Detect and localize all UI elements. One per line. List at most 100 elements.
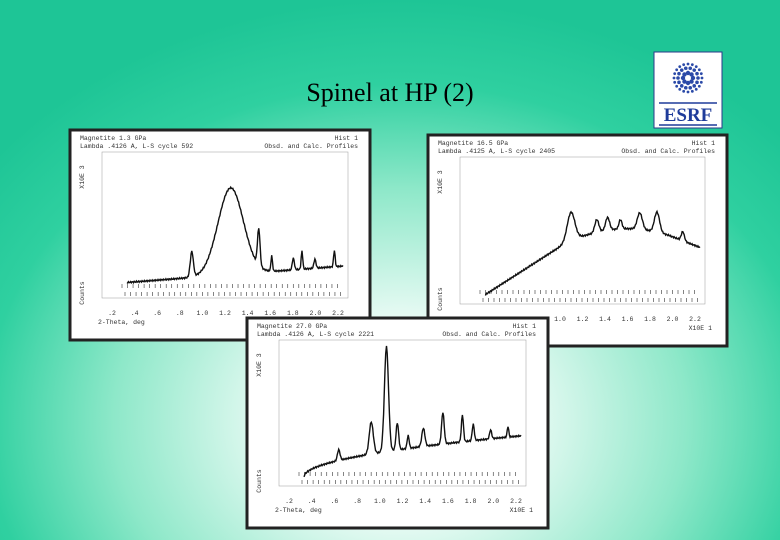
logo-dot <box>683 85 688 90</box>
x-tick-label: 1.0 <box>374 498 386 505</box>
logo-dot <box>700 76 704 80</box>
y-label: Counts <box>256 469 263 493</box>
x-tick-label: 1.6 <box>442 498 454 505</box>
x-tick-label: 1.2 <box>219 310 231 317</box>
x-scale: X10E 1 <box>689 325 713 332</box>
logo-dot <box>692 84 697 88</box>
lambda-text: Lambda .4126 A, L-S cycle 2221 <box>257 331 374 338</box>
x-tick-label: 2.2 <box>689 316 701 323</box>
x-tick-label: .4 <box>131 310 139 317</box>
logo-dot <box>672 76 676 80</box>
logo-dot <box>673 80 677 84</box>
x-tick-label: .6 <box>330 498 338 505</box>
y-scale: X10E 3 <box>79 165 86 189</box>
logo-dot <box>677 71 681 76</box>
logo-dot <box>682 72 687 77</box>
x-tick-label: 1.2 <box>577 316 589 323</box>
profile-curve <box>484 209 701 296</box>
caption-text: Obsd. and Calc. Profiles <box>264 143 358 150</box>
logo-dot <box>697 68 701 72</box>
x-tick-label: .2 <box>285 498 293 505</box>
logo-dot <box>695 80 699 85</box>
plot-frame <box>459 156 706 305</box>
logo-dot <box>673 72 677 76</box>
logo-dot <box>680 75 686 81</box>
x-tick-label: .6 <box>153 310 161 317</box>
logo-dot <box>683 66 688 71</box>
caption-text: Obsd. and Calc. Profiles <box>442 331 536 338</box>
x-tick-label: 1.0 <box>197 310 209 317</box>
x-tick-label: 1.2 <box>397 498 409 505</box>
x-tick-label: 1.0 <box>554 316 566 323</box>
x-label: 2-Theta, deg <box>275 507 322 514</box>
plot-frame <box>278 339 527 487</box>
logo: ESRF <box>653 51 723 129</box>
logo-dot <box>677 80 681 85</box>
logo-dot <box>699 80 703 84</box>
x-tick-label: 1.8 <box>465 498 477 505</box>
logo-dot <box>690 63 694 67</box>
x-tick-label: 2.0 <box>487 498 499 505</box>
x-label: 2-Theta, deg <box>98 319 145 326</box>
logo-dot <box>686 90 690 94</box>
x-tick-label: .4 <box>308 498 316 505</box>
x-tick-label: 1.4 <box>599 316 611 323</box>
x-tick-label: 2.0 <box>310 310 322 317</box>
logo-dot <box>694 87 698 91</box>
x-tick-label: 2.2 <box>332 310 344 317</box>
sample-text: Magnetite 27.0 GPa <box>257 323 327 330</box>
logo-dot <box>690 89 694 93</box>
profile-curve <box>303 345 522 478</box>
x-tick-label: .2 <box>108 310 116 317</box>
logo-dot <box>678 87 682 91</box>
y-scale: X10E 3 <box>437 170 444 194</box>
lambda-text: Lambda .4125 A, L-S cycle 2405 <box>438 148 555 155</box>
profile-curve <box>126 185 344 285</box>
y-label: Counts <box>79 281 86 305</box>
logo-dot <box>699 72 703 76</box>
logo-dot <box>689 72 694 77</box>
x-tick-label: 1.4 <box>419 498 431 505</box>
logo-dot <box>679 68 684 72</box>
x-tick-label: .8 <box>353 498 361 505</box>
logo-dot <box>697 84 701 88</box>
sample-text: Magnetite 16.5 GPa <box>438 140 508 147</box>
y-label: Counts <box>437 287 444 311</box>
x-tick-label: 1.6 <box>264 310 276 317</box>
x-scale: X10E 1 <box>510 507 534 514</box>
logo-dot <box>675 84 679 88</box>
plot-frame <box>101 151 349 299</box>
x-tick-label: 1.8 <box>644 316 656 323</box>
hist-text: Hist 1 <box>335 135 359 142</box>
x-tick-label: .8 <box>176 310 184 317</box>
logo-text: ESRF <box>664 105 713 126</box>
logo-dot <box>688 85 693 90</box>
logo-dot <box>679 84 684 88</box>
logo-dot <box>694 65 698 69</box>
logo-dot <box>675 68 679 72</box>
slide-title: Spinel at HP (2) <box>306 78 474 107</box>
panel-frame <box>426 133 729 348</box>
logo-dot <box>685 80 691 86</box>
hist-text: Hist 1 <box>513 323 537 330</box>
panel-frame <box>68 128 372 342</box>
panel-frame <box>245 316 550 530</box>
logo-dot <box>678 65 682 69</box>
y-scale: X10E 3 <box>256 353 263 377</box>
caption-text: Obsd. and Calc. Profiles <box>621 148 715 155</box>
logo-dot <box>676 76 680 80</box>
x-tick-label: 1.4 <box>242 310 254 317</box>
logo-dot <box>682 63 686 67</box>
logo-dot <box>695 71 699 76</box>
logo-dot <box>692 68 697 72</box>
x-tick-label: 1.8 <box>287 310 299 317</box>
x-tick-label: 1.6 <box>622 316 634 323</box>
x-tick-label: 2.2 <box>510 498 522 505</box>
lambda-text: Lambda .4126 A, L-S cycle 592 <box>80 143 193 150</box>
logo-dot <box>682 89 686 93</box>
